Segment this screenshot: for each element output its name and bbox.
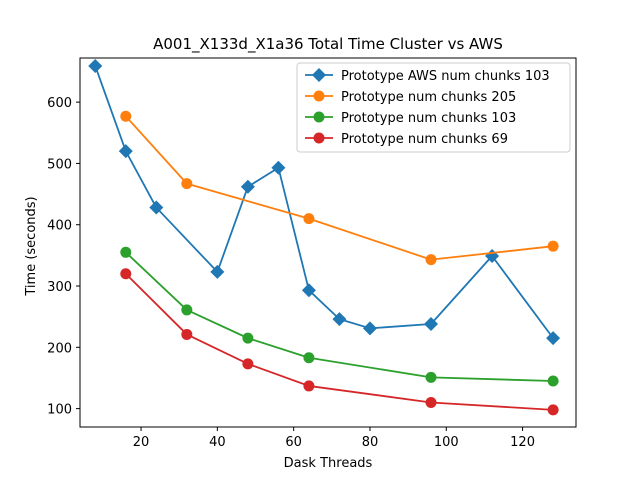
- x-axis: 20 40 60 80 100 120: [133, 427, 535, 450]
- y-tick-label: 600: [47, 96, 72, 111]
- legend-label: Prototype AWS num chunks 103: [341, 69, 550, 84]
- legend-label: Prototype num chunks 69: [341, 132, 508, 147]
- series-1: [88, 58, 561, 346]
- data-point: [303, 213, 315, 225]
- series-2: [120, 110, 559, 266]
- plot-frame: [79, 57, 577, 428]
- legend-marker: [312, 68, 326, 82]
- legend-item: Prototype num chunks 69: [305, 132, 508, 147]
- data-point: [120, 110, 132, 122]
- data-point: [120, 246, 132, 258]
- data-point: [547, 375, 559, 387]
- x-tick-label: 20: [133, 435, 150, 450]
- data-point: [118, 144, 133, 159]
- y-tick-label: 400: [47, 219, 72, 234]
- series-line: [125, 251, 554, 382]
- data-point: [425, 254, 437, 266]
- data-point: [181, 178, 193, 190]
- legend-item: Prototype num chunks 205: [305, 90, 516, 105]
- y-tick-label: 100: [47, 403, 72, 418]
- data-point: [271, 160, 286, 175]
- series-line: [94, 65, 554, 339]
- data-point: [181, 304, 193, 316]
- data-point: [210, 264, 225, 279]
- series-4: [120, 268, 559, 416]
- legend-marker: [313, 111, 325, 123]
- x-tick-label: 60: [285, 435, 302, 450]
- data-point: [303, 380, 315, 392]
- series-layer: [88, 58, 561, 416]
- data-point: [362, 321, 377, 336]
- data-point: [425, 371, 437, 383]
- y-axis-label: Time (seconds): [24, 196, 39, 296]
- y-tick-label: 500: [47, 157, 72, 172]
- data-point: [546, 331, 561, 346]
- data-point: [425, 396, 437, 408]
- data-point: [120, 268, 132, 280]
- legend-label: Prototype num chunks 103: [341, 111, 516, 126]
- x-tick-label: 40: [209, 435, 226, 450]
- data-point: [88, 58, 103, 73]
- y-tick-label: 300: [47, 280, 72, 295]
- legend-marker: [313, 90, 325, 102]
- legend: Prototype AWS num chunks 103 Prototype nu…: [296, 62, 571, 153]
- y-tick-label: 200: [47, 341, 72, 356]
- x-tick-label: 120: [510, 435, 535, 450]
- data-point: [424, 317, 439, 332]
- series-line: [125, 273, 554, 411]
- legend-label: Prototype num chunks 205: [341, 90, 516, 105]
- data-point: [332, 312, 347, 327]
- x-tick-label: 100: [434, 435, 459, 450]
- data-point: [240, 179, 255, 194]
- x-axis-label: Dask Threads: [284, 456, 373, 471]
- legend-item: Prototype num chunks 103: [305, 111, 516, 126]
- x-tick-label: 80: [362, 435, 379, 450]
- series-3: [120, 246, 559, 387]
- data-point: [547, 404, 559, 416]
- data-point: [242, 332, 254, 344]
- legend-box: [296, 62, 571, 153]
- data-point: [149, 200, 164, 215]
- data-point: [181, 328, 193, 340]
- data-point: [303, 352, 315, 364]
- data-point: [242, 358, 254, 370]
- legend-marker: [313, 132, 325, 144]
- legend-item: Prototype AWS num chunks 103: [305, 68, 550, 84]
- y-axis: 100 200 300 400 500 600: [47, 96, 80, 418]
- data-point: [547, 240, 559, 252]
- data-point: [301, 283, 316, 298]
- chart-title: A001_X133d_X1a36 Total Time Cluster vs A…: [153, 35, 503, 54]
